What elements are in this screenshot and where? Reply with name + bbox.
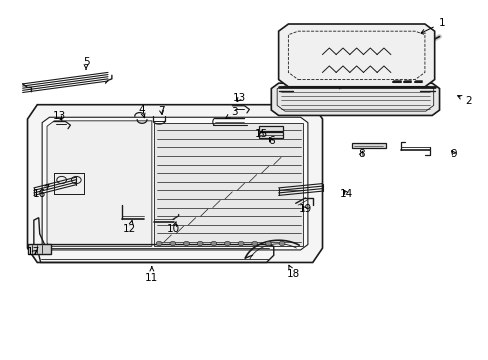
Circle shape — [156, 241, 162, 246]
Polygon shape — [27, 244, 51, 254]
Text: 13: 13 — [53, 111, 66, 121]
Polygon shape — [47, 121, 152, 246]
Circle shape — [265, 241, 271, 246]
Polygon shape — [42, 117, 307, 250]
Text: 6: 6 — [267, 136, 274, 146]
Text: 12: 12 — [123, 221, 136, 234]
Circle shape — [197, 241, 203, 246]
Polygon shape — [351, 143, 385, 148]
Text: 5: 5 — [82, 57, 89, 69]
Polygon shape — [27, 105, 322, 262]
Text: 3: 3 — [225, 107, 238, 118]
Polygon shape — [271, 83, 439, 116]
Text: 11: 11 — [145, 267, 158, 283]
Text: 17: 17 — [27, 247, 41, 257]
Text: 7: 7 — [158, 106, 164, 116]
Polygon shape — [259, 126, 282, 131]
Polygon shape — [278, 24, 434, 87]
Circle shape — [279, 241, 285, 246]
Circle shape — [169, 241, 175, 246]
Text: 9: 9 — [450, 149, 457, 159]
Text: 13: 13 — [232, 93, 246, 103]
Text: 19: 19 — [298, 204, 311, 215]
Text: 4: 4 — [139, 105, 145, 118]
Circle shape — [251, 241, 257, 246]
Text: 10: 10 — [167, 222, 180, 234]
Circle shape — [210, 241, 216, 246]
Text: 2: 2 — [457, 96, 471, 106]
Text: 16: 16 — [33, 184, 49, 199]
Text: 15: 15 — [254, 129, 267, 139]
Circle shape — [183, 241, 189, 246]
Text: 14: 14 — [340, 189, 353, 199]
Text: 18: 18 — [286, 265, 299, 279]
Polygon shape — [259, 132, 282, 138]
Text: 1: 1 — [420, 18, 445, 33]
Polygon shape — [154, 123, 303, 246]
Circle shape — [224, 241, 230, 246]
Circle shape — [238, 241, 244, 246]
Text: 8: 8 — [358, 149, 364, 159]
